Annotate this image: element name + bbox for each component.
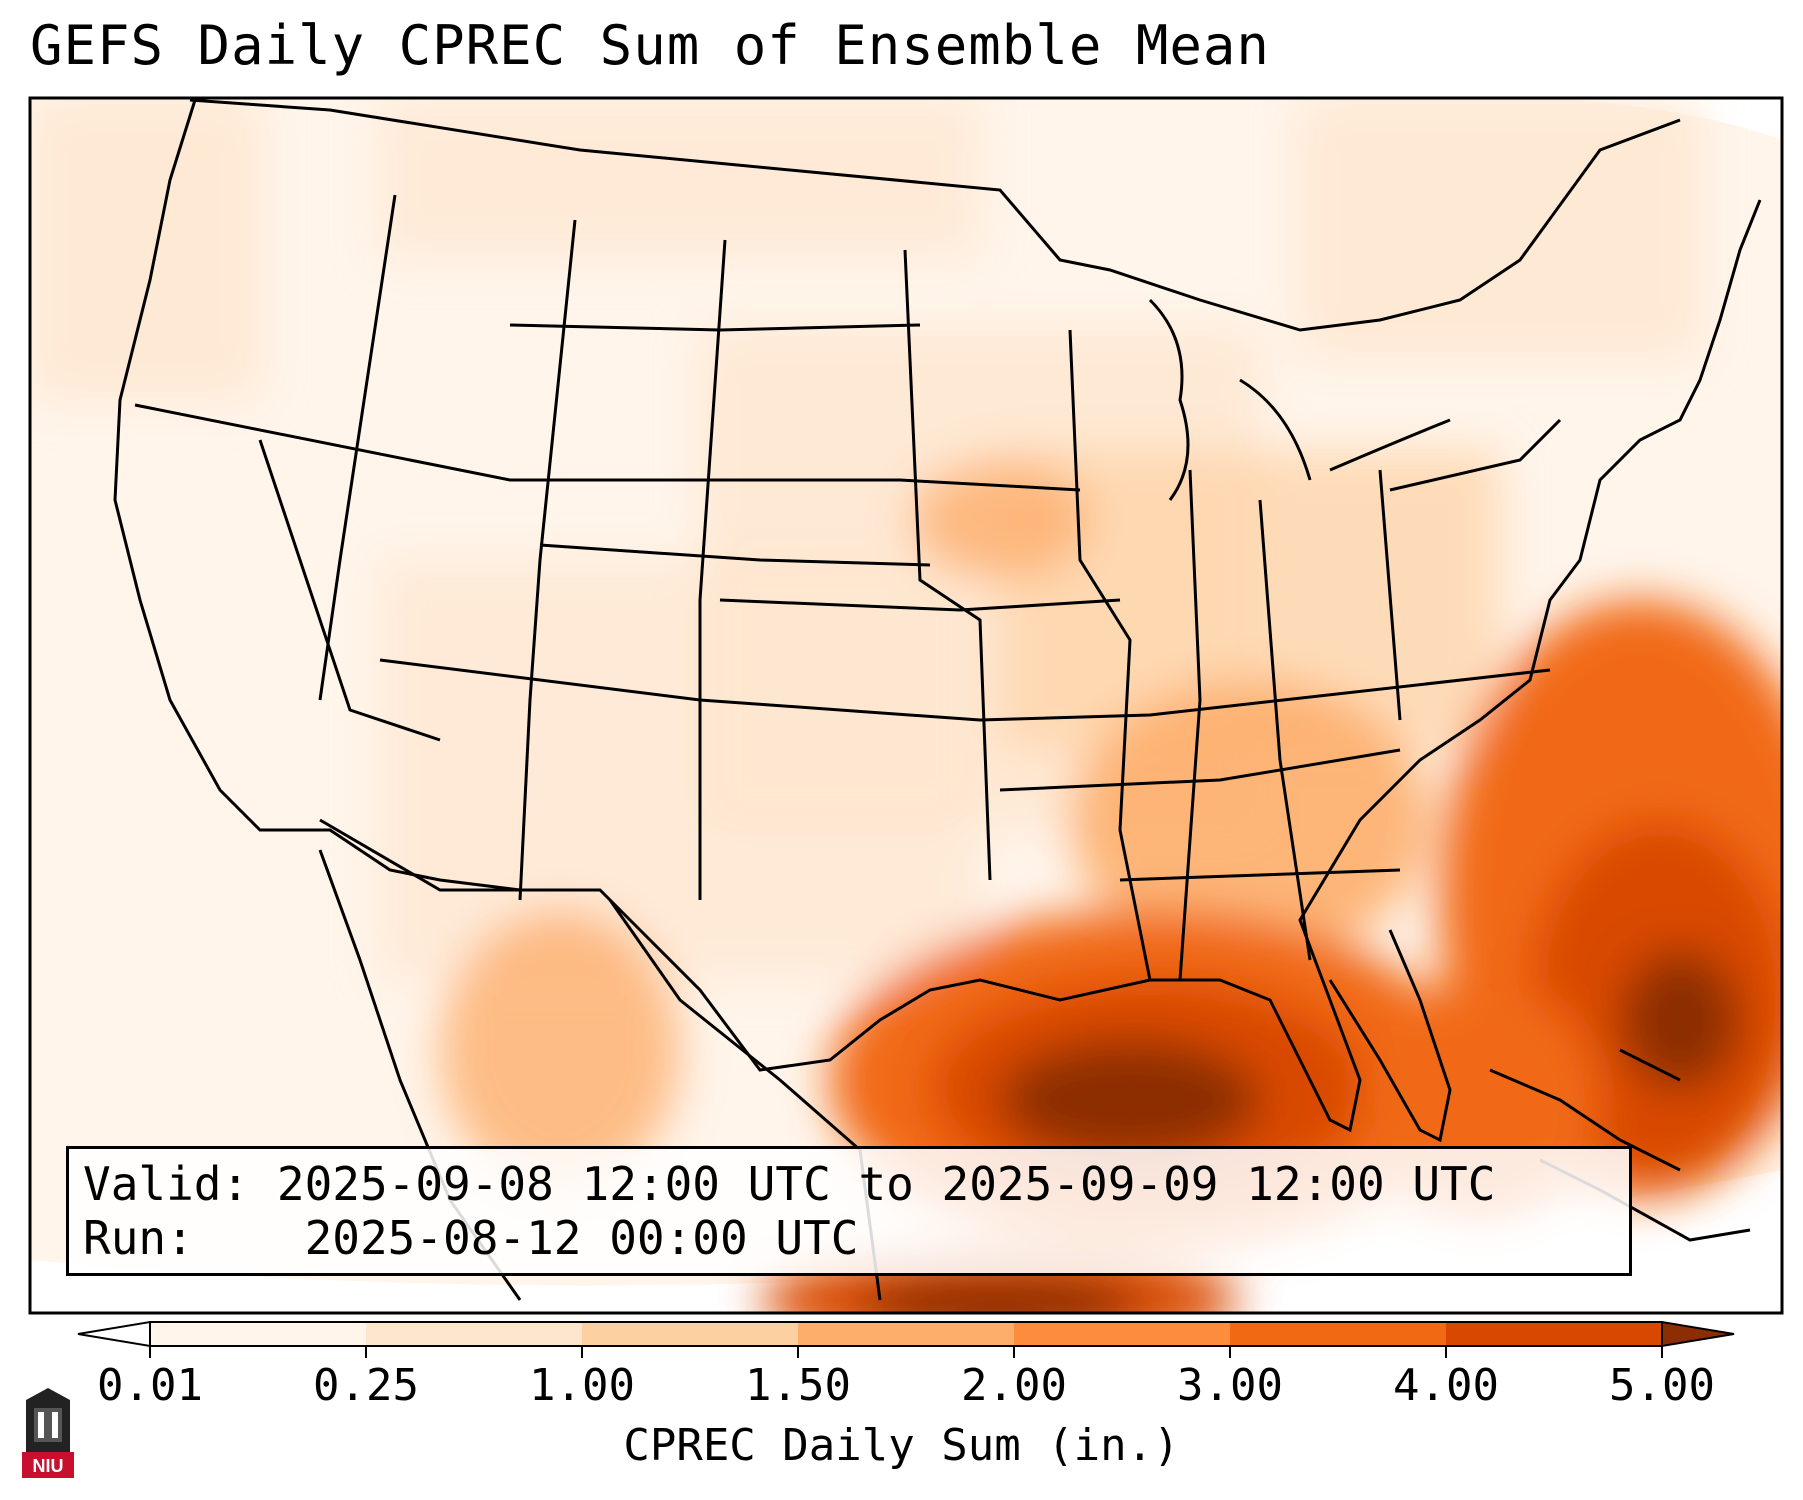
colorbar-outline — [149, 1321, 1663, 1347]
niu-logo: NIU — [22, 1388, 74, 1478]
colorbar-tick-label: 0.25 — [313, 1360, 419, 1411]
colorbar-segment — [366, 1322, 583, 1346]
info-box: Valid: 2025-09-08 12:00 UTC to 2025-09-0… — [66, 1146, 1632, 1276]
colorbar-tick-label: 5.00 — [1609, 1360, 1715, 1411]
colorbar-tick-label: 1.00 — [529, 1360, 635, 1411]
colorbar-segment — [1230, 1322, 1447, 1346]
colorbar-extend-min — [77, 1320, 151, 1348]
logo-text: NIU — [33, 1456, 64, 1476]
valid-row: Valid: 2025-09-08 12:00 UTC to 2025-09-0… — [83, 1157, 1615, 1211]
map-frame — [28, 96, 1784, 1315]
colorbar-extend-max — [1661, 1320, 1735, 1348]
run-row: Run: 2025-08-12 00:00 UTC — [83, 1211, 1615, 1265]
colorbar-segment — [798, 1322, 1015, 1346]
colorbar-segment — [1014, 1322, 1231, 1346]
chart-title: GEFS Daily CPREC Sum of Ensemble Mean — [30, 14, 1270, 77]
run-label: Run: — [83, 1211, 194, 1265]
colorbar-tick-label: 2.00 — [961, 1360, 1067, 1411]
colorbar-segment — [150, 1322, 367, 1346]
colorbar-label: CPREC Daily Sum (in.) — [623, 1420, 1180, 1471]
run-value: 2025-08-12 00:00 UTC — [304, 1211, 859, 1265]
colorbar-segment — [582, 1322, 799, 1346]
colorbar — [77, 1320, 1735, 1358]
valid-label: Valid: — [83, 1157, 250, 1211]
colorbar-tick-label: 4.00 — [1393, 1360, 1499, 1411]
valid-value: 2025-09-08 12:00 UTC to 2025-09-09 12:00… — [276, 1157, 1496, 1211]
state-boundaries — [113, 98, 1762, 1301]
colorbar-tick-label: 3.00 — [1177, 1360, 1283, 1411]
colorbar-segment — [1446, 1322, 1663, 1346]
colorbar-tick-label: 0.01 — [97, 1360, 203, 1411]
colorbar-tick-label: 1.50 — [745, 1360, 851, 1411]
precip-field — [30, 98, 1782, 1313]
